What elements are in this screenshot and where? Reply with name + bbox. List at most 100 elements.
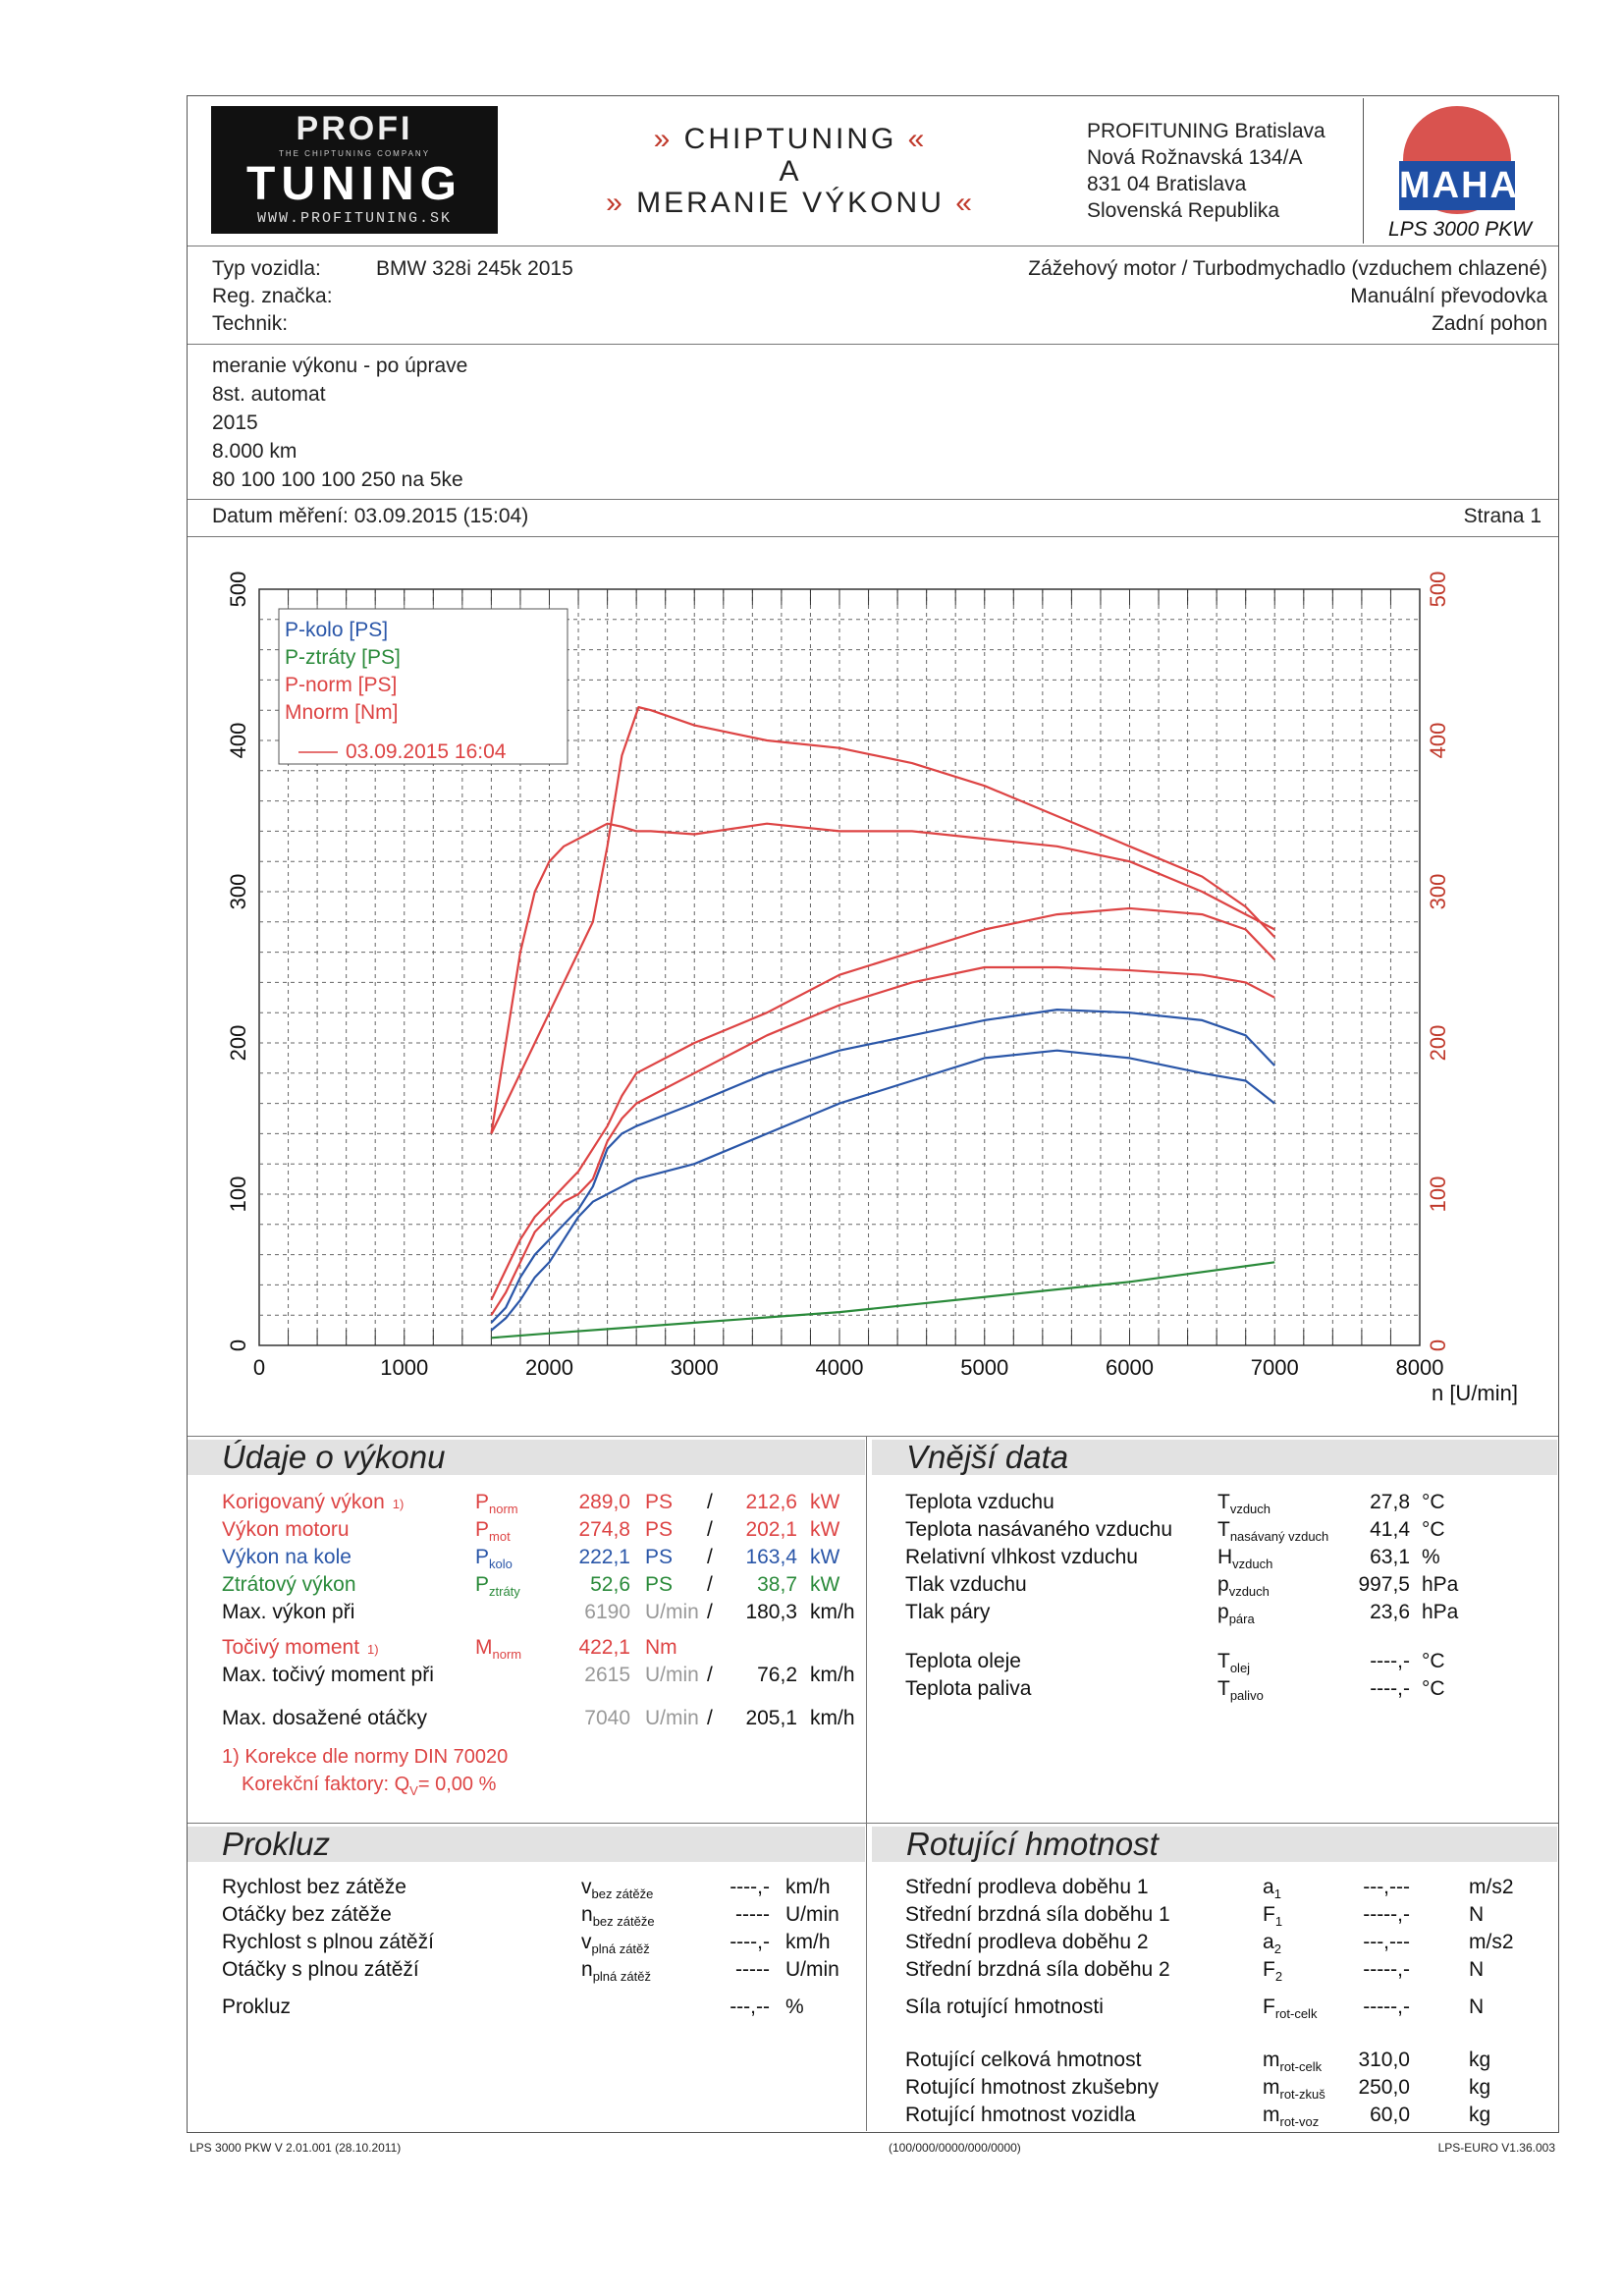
ext-sym: T: [1217, 1518, 1230, 1541]
y-tick-label-right: 100: [1426, 1176, 1450, 1213]
page-number: Strana 1: [1463, 505, 1541, 527]
y-tick-label-right: 200: [1426, 1025, 1450, 1062]
ext-value: 997,5: [1358, 1573, 1410, 1596]
rot-sym: m: [1263, 2076, 1280, 2099]
perf-value-kw: 202,1: [745, 1518, 797, 1541]
max-power-at-label: Max. výkon při: [222, 1601, 355, 1623]
slip-sym-sub: plná zátěž: [592, 1969, 651, 1984]
rot-unit: N: [1469, 1903, 1485, 1926]
rot-sym: m: [1263, 2104, 1280, 2126]
perf-value-kw: 38,7: [757, 1573, 797, 1596]
correction-factor: Korekční faktory: QV= 0,00 %: [242, 1774, 496, 1798]
correction-note: 1) Korekce dle normy DIN 70020: [222, 1746, 509, 1768]
perf-symbol: Pkolo: [475, 1546, 513, 1571]
performance-heading: Údaje o výkonu: [188, 1440, 865, 1475]
series-line-4: [490, 906, 1276, 1301]
slip-symbol: vbez zátěže: [581, 1876, 653, 1901]
perf-unit-kw: kW: [810, 1518, 840, 1541]
rot-value: -----,-: [1363, 1958, 1410, 1981]
perf-sym-sub: mot: [489, 1529, 511, 1544]
perf-value-ps: 289,0: [578, 1491, 630, 1513]
rot-sym-sub: rot-voz: [1279, 2114, 1320, 2129]
rot-unit: N: [1469, 1995, 1485, 2018]
slip-label: Rychlost bez zátěže: [222, 1876, 406, 1898]
slip-sym: v: [581, 1931, 592, 1953]
slip-sym-sub: bez zátěže: [592, 1914, 655, 1929]
title-meranie: » MERANIE VÝKONU «: [606, 187, 975, 219]
rot-label: Rotující hmotnost zkušebny: [905, 2076, 1159, 2099]
perf-label: Výkon motoru: [222, 1518, 350, 1542]
slip-value: -----: [735, 1903, 770, 1926]
rot-label: Síla rotující hmotnosti: [905, 1995, 1104, 2018]
ext-value: ----,-: [1370, 1677, 1410, 1700]
perf-label-text: Výkon na kole: [222, 1546, 351, 1568]
rot-value: 250,0: [1358, 2076, 1410, 2099]
perf-sym-sub: norm: [489, 1502, 518, 1516]
rot-value: ---,---: [1363, 1931, 1410, 1953]
perf-value-kw: 163,4: [745, 1546, 797, 1568]
ext-unit: °C: [1422, 1491, 1445, 1513]
perf-sym-sub: ztráty: [489, 1584, 520, 1599]
max-rpm-rpm: 7040: [584, 1707, 630, 1729]
perf-sep: /: [707, 1491, 713, 1513]
perf-label: Ztrátový výkon: [222, 1573, 356, 1597]
series-line-0: [490, 1009, 1276, 1324]
ext-symbol: Tolej: [1217, 1650, 1250, 1675]
chart-bottom-divider: [188, 1436, 1558, 1437]
perf-sep: /: [707, 1518, 713, 1541]
column-divider: [866, 1436, 867, 2131]
slip-label: Prokluz: [222, 1995, 292, 2018]
legend-entry: P-kolo [PS]: [285, 619, 388, 641]
y-tick-label-left: 0: [226, 1339, 250, 1351]
logo-url: WWW.PROFITUNING.SK: [256, 210, 453, 227]
perf-symbol: Pnorm: [475, 1491, 518, 1516]
vehicle-type-label: Typ vozidla:: [212, 257, 321, 280]
ext-sym-sub: vzduch: [1228, 1584, 1270, 1599]
perf-label-text: Ztrátový výkon: [222, 1573, 356, 1596]
torque-note: 1): [367, 1642, 379, 1657]
y-tick-label-left: 200: [226, 1025, 250, 1062]
slip-symbol: nbez zátěže: [581, 1903, 655, 1929]
rot-label: Rotující hmotnost vozidla: [905, 2104, 1136, 2126]
rot-sym: F: [1263, 1995, 1275, 2018]
perf-unit-kw: kW: [810, 1491, 840, 1513]
rot-symbol: Frot-celk: [1263, 1995, 1317, 2021]
torque-label-text: Točivý moment: [222, 1636, 360, 1659]
max-rpm-sep: /: [707, 1707, 713, 1729]
rot-sym-sub: 2: [1273, 1941, 1281, 1956]
max-torque-at-rpm: 2615: [584, 1664, 630, 1686]
footer-software-version: LPS 3000 PKW V 2.01.001 (28.10.2011): [189, 2141, 402, 2155]
perf-symbol: Pmot: [475, 1518, 511, 1544]
x-tick-label: 1000: [380, 1355, 428, 1380]
ext-label: Tlak vzduchu: [905, 1573, 1027, 1596]
ext-unit: %: [1422, 1546, 1440, 1568]
legend-entry: P-norm [PS]: [285, 674, 397, 696]
vehicle-divider: [188, 344, 1558, 345]
ext-sym: T: [1217, 1650, 1230, 1672]
ext-sym: T: [1217, 1491, 1230, 1513]
y-tick-label-left: 500: [226, 572, 250, 608]
slip-value: -----: [735, 1958, 770, 1981]
report-frame: [187, 95, 1559, 2133]
ext-unit: hPa: [1422, 1601, 1459, 1623]
rot-symbol: F2: [1263, 1958, 1282, 1984]
ext-sym-sub: vzduch: [1229, 1502, 1271, 1516]
slip-sym: n: [581, 1958, 593, 1981]
legend-run-date: 03.09.2015 16:04: [346, 740, 507, 763]
slip-value: ----,-: [730, 1876, 770, 1898]
rot-sym: F: [1263, 1903, 1275, 1926]
rot-sym: m: [1263, 2049, 1280, 2071]
date-divider: [188, 536, 1558, 537]
ext-symbol: Tnasávaný vzduch: [1217, 1518, 1328, 1544]
notes-divider: [188, 499, 1558, 500]
ext-label: Teplota oleje: [905, 1650, 1021, 1672]
torque-sym: M: [475, 1636, 493, 1659]
ext-unit: °C: [1422, 1518, 1445, 1541]
rot-label: Střední brzdná síla doběhu 1: [905, 1903, 1170, 1926]
torque-value: 422,1: [578, 1636, 630, 1659]
y-tick-label-right: 300: [1426, 874, 1450, 910]
perf-label: Korigovaný výkon 1): [222, 1491, 404, 1514]
profituning-logo: PROFI THE CHIPTUNING COMPANY TUNING WWW.…: [211, 106, 498, 234]
slip-unit: %: [785, 1995, 804, 2018]
max-rpm-rpm-unit: U/min: [645, 1707, 699, 1729]
